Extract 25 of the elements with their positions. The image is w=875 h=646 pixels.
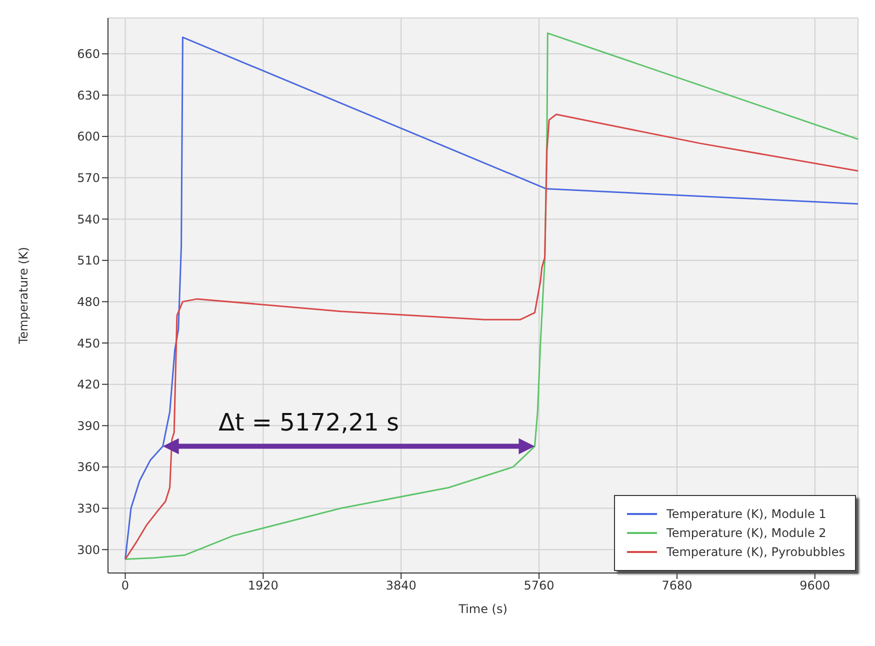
y-tick-label: 600 bbox=[77, 130, 100, 144]
y-axis-title: Temperature (K) bbox=[16, 246, 30, 346]
x-tick-label: 9600 bbox=[800, 578, 830, 593]
x-tick-label: 3840 bbox=[386, 578, 416, 593]
y-tick-label: 450 bbox=[77, 336, 100, 350]
y-tick-label: 630 bbox=[77, 88, 100, 102]
y-tick-label: 570 bbox=[77, 171, 100, 186]
y-tick-label: 480 bbox=[77, 294, 100, 309]
y-tick-label: 660 bbox=[77, 47, 100, 62]
annotation: Δt = 5172,21 s bbox=[218, 408, 400, 436]
x-tick-label: 7680 bbox=[662, 578, 692, 593]
y-tick-label: 300 bbox=[77, 542, 100, 557]
x-axis-title: Time (s) bbox=[458, 602, 508, 616]
x-tick-label: 5760 bbox=[524, 578, 554, 593]
legend-label: Temperature (K), Module 2 bbox=[666, 526, 826, 540]
y-tick-label: 420 bbox=[77, 378, 100, 392]
y-tick-label: 510 bbox=[77, 254, 100, 268]
y-tick-label: 360 bbox=[77, 460, 100, 474]
x-tick-label: 1920 bbox=[248, 578, 278, 593]
y-tick-label: 330 bbox=[77, 502, 100, 516]
y-tick-label: 390 bbox=[77, 418, 100, 433]
y-tick-label: 540 bbox=[77, 212, 100, 226]
legend-label: Temperature (K), Module 1 bbox=[666, 507, 826, 521]
x-tick-label: 0 bbox=[121, 578, 130, 593]
legend-label: Temperature (K), Pyrobubbles bbox=[666, 545, 845, 559]
